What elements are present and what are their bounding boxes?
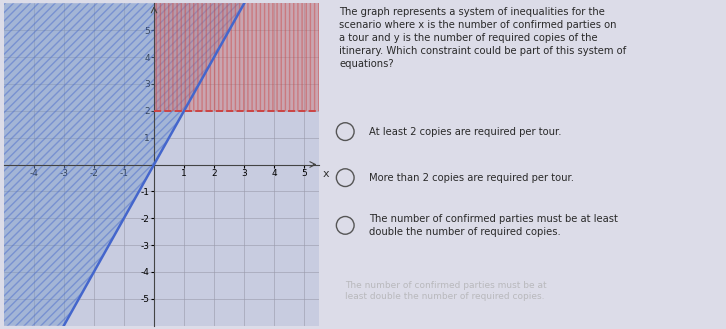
Text: At least 2 copies are required per tour.: At least 2 copies are required per tour. — [370, 127, 562, 137]
Text: The graph represents a system of inequalities for the
scenario where x is the nu: The graph represents a system of inequal… — [339, 7, 627, 69]
Text: The number of confirmed parties must be at least
double the number of required c: The number of confirmed parties must be … — [370, 214, 619, 237]
Text: The number of confirmed parties must be at
least double the number of required c: The number of confirmed parties must be … — [346, 281, 547, 301]
Text: x: x — [322, 169, 329, 179]
Text: More than 2 copies are required per tour.: More than 2 copies are required per tour… — [370, 173, 574, 183]
